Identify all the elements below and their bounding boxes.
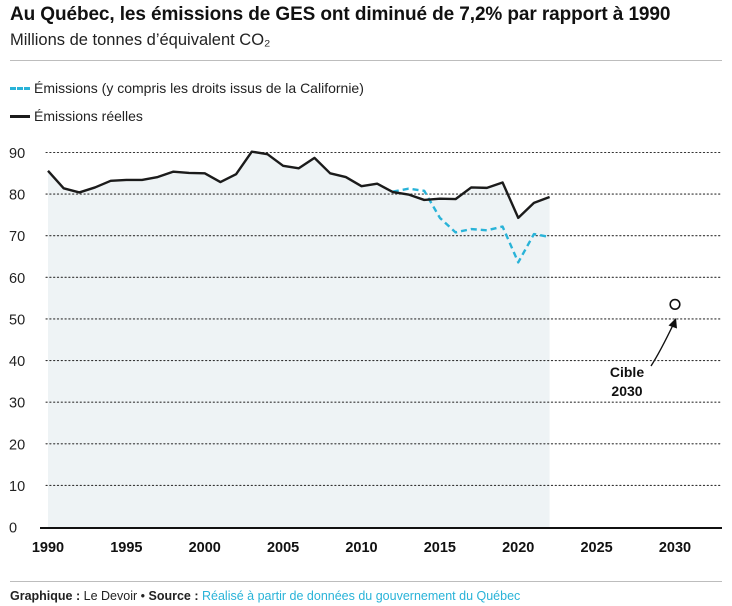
y-tick-label: 20: [9, 437, 25, 453]
footer-separator: •: [140, 589, 146, 603]
y-tick-label: 80: [9, 188, 25, 204]
footer-source-label: Source :: [148, 589, 199, 603]
series-line-californie: [392, 187, 550, 264]
legend-item-californie: Émissions (y compris les droits issus de…: [10, 78, 364, 98]
footer: Graphique : Le Devoir • Source : Réalisé…: [10, 589, 520, 603]
series-line-reelles: [47, 150, 551, 220]
x-tick-label: 2025: [580, 540, 612, 556]
footer-source-link[interactable]: Réalisé à partir de données du gouvernem…: [202, 589, 521, 603]
annotation-arrow: [650, 324, 674, 367]
top-divider: [10, 60, 722, 61]
legend-item-reelles: Émissions réelles: [10, 106, 364, 126]
legend: Émissions (y compris les droits issus de…: [10, 78, 364, 134]
target-marker: [669, 298, 681, 310]
x-tick-label: 2030: [659, 540, 691, 556]
x-tick-label: 2010: [345, 540, 377, 556]
x-tick-label: 1990: [32, 540, 64, 556]
y-tick-label: 60: [9, 271, 25, 287]
legend-label-californie: Émissions (y compris les droits issus de…: [34, 80, 364, 96]
footer-graphique-label: Graphique :: [10, 589, 81, 603]
footer-graphique-value: Le Devoir: [83, 589, 138, 603]
legend-swatch-solid: [10, 114, 30, 118]
x-tick-label: 2000: [189, 540, 221, 556]
bottom-divider: [10, 581, 722, 582]
x-tick-label: 2015: [424, 540, 456, 556]
y-tick-label: 70: [9, 229, 25, 245]
area-under-curve: [48, 151, 550, 527]
chart-subtitle: Millions de tonnes d’équivalent CO₂: [10, 31, 271, 49]
annotation-label-line2: 2030: [611, 383, 642, 399]
y-tick-label: 90: [9, 146, 25, 162]
y-tick-label: 50: [9, 312, 25, 328]
x-tick-label: 2020: [502, 540, 534, 556]
annotation-arrowhead: [668, 318, 677, 329]
x-tick-label: 1995: [110, 540, 142, 556]
x-tick-label: 2005: [267, 540, 299, 556]
annotation-label-line1: Cible: [610, 364, 644, 380]
legend-swatch-dashed: [10, 86, 30, 90]
legend-label-reelles: Émissions réelles: [34, 108, 143, 124]
y-tick-label: 40: [9, 354, 25, 370]
y-tick-label: 30: [9, 396, 25, 412]
y-tick-label: 0: [9, 521, 17, 537]
chart-title: Au Québec, les émissions de GES ont dimi…: [10, 4, 671, 25]
y-tick-label: 10: [9, 479, 25, 495]
